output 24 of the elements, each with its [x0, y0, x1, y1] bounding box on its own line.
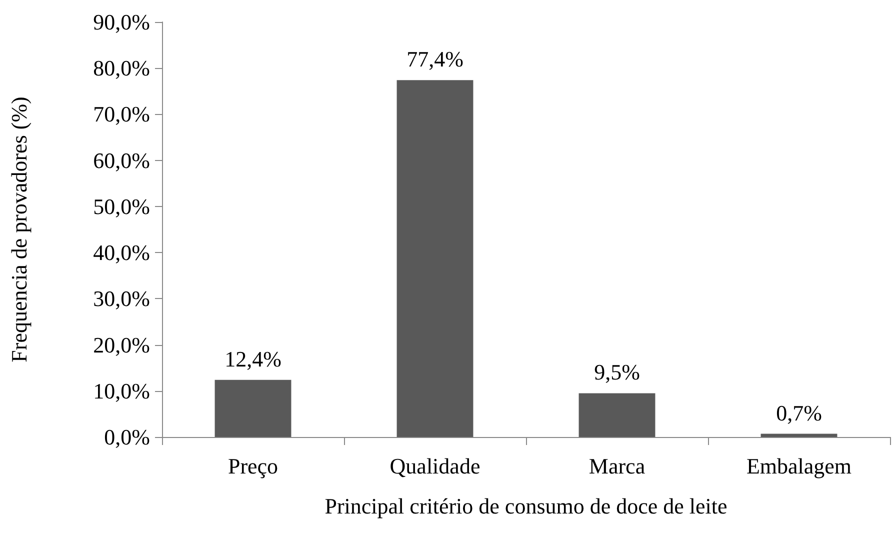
bar: [578, 393, 656, 437]
y-tick-label: 30,0%: [93, 286, 150, 312]
data-label: 9,5%: [594, 360, 640, 385]
y-tick-label: 40,0%: [93, 240, 150, 266]
data-label: 12,4%: [224, 346, 282, 372]
x-tick-label: Embalagem: [746, 454, 852, 478]
x-axis-title: Principal critério de consumo de doce de leite: [324, 494, 728, 518]
bar: [396, 80, 474, 437]
x-tick-label: Qualidade: [390, 454, 480, 478]
y-axis-title: Frequencia de provadores (%): [6, 96, 32, 362]
y-tick-label: 20,0%: [93, 332, 150, 358]
bar: [760, 434, 838, 437]
data-label: 0,7%: [776, 400, 822, 426]
y-tick-label: 90,0%: [93, 10, 150, 34]
y-tick-label: 50,0%: [93, 194, 150, 219]
y-tick-label: 10,0%: [93, 378, 150, 404]
y-tick-label: 60,0%: [93, 148, 150, 173]
y-tick-label: 70,0%: [93, 102, 150, 127]
y-tick-label: 80,0%: [93, 56, 150, 81]
x-tick-label: Preço: [228, 454, 278, 478]
x-tick-label: Marca: [588, 454, 646, 478]
bar: [214, 380, 292, 437]
y-tick-label: 0,0%: [104, 424, 150, 450]
data-label: 77,4%: [406, 46, 464, 72]
